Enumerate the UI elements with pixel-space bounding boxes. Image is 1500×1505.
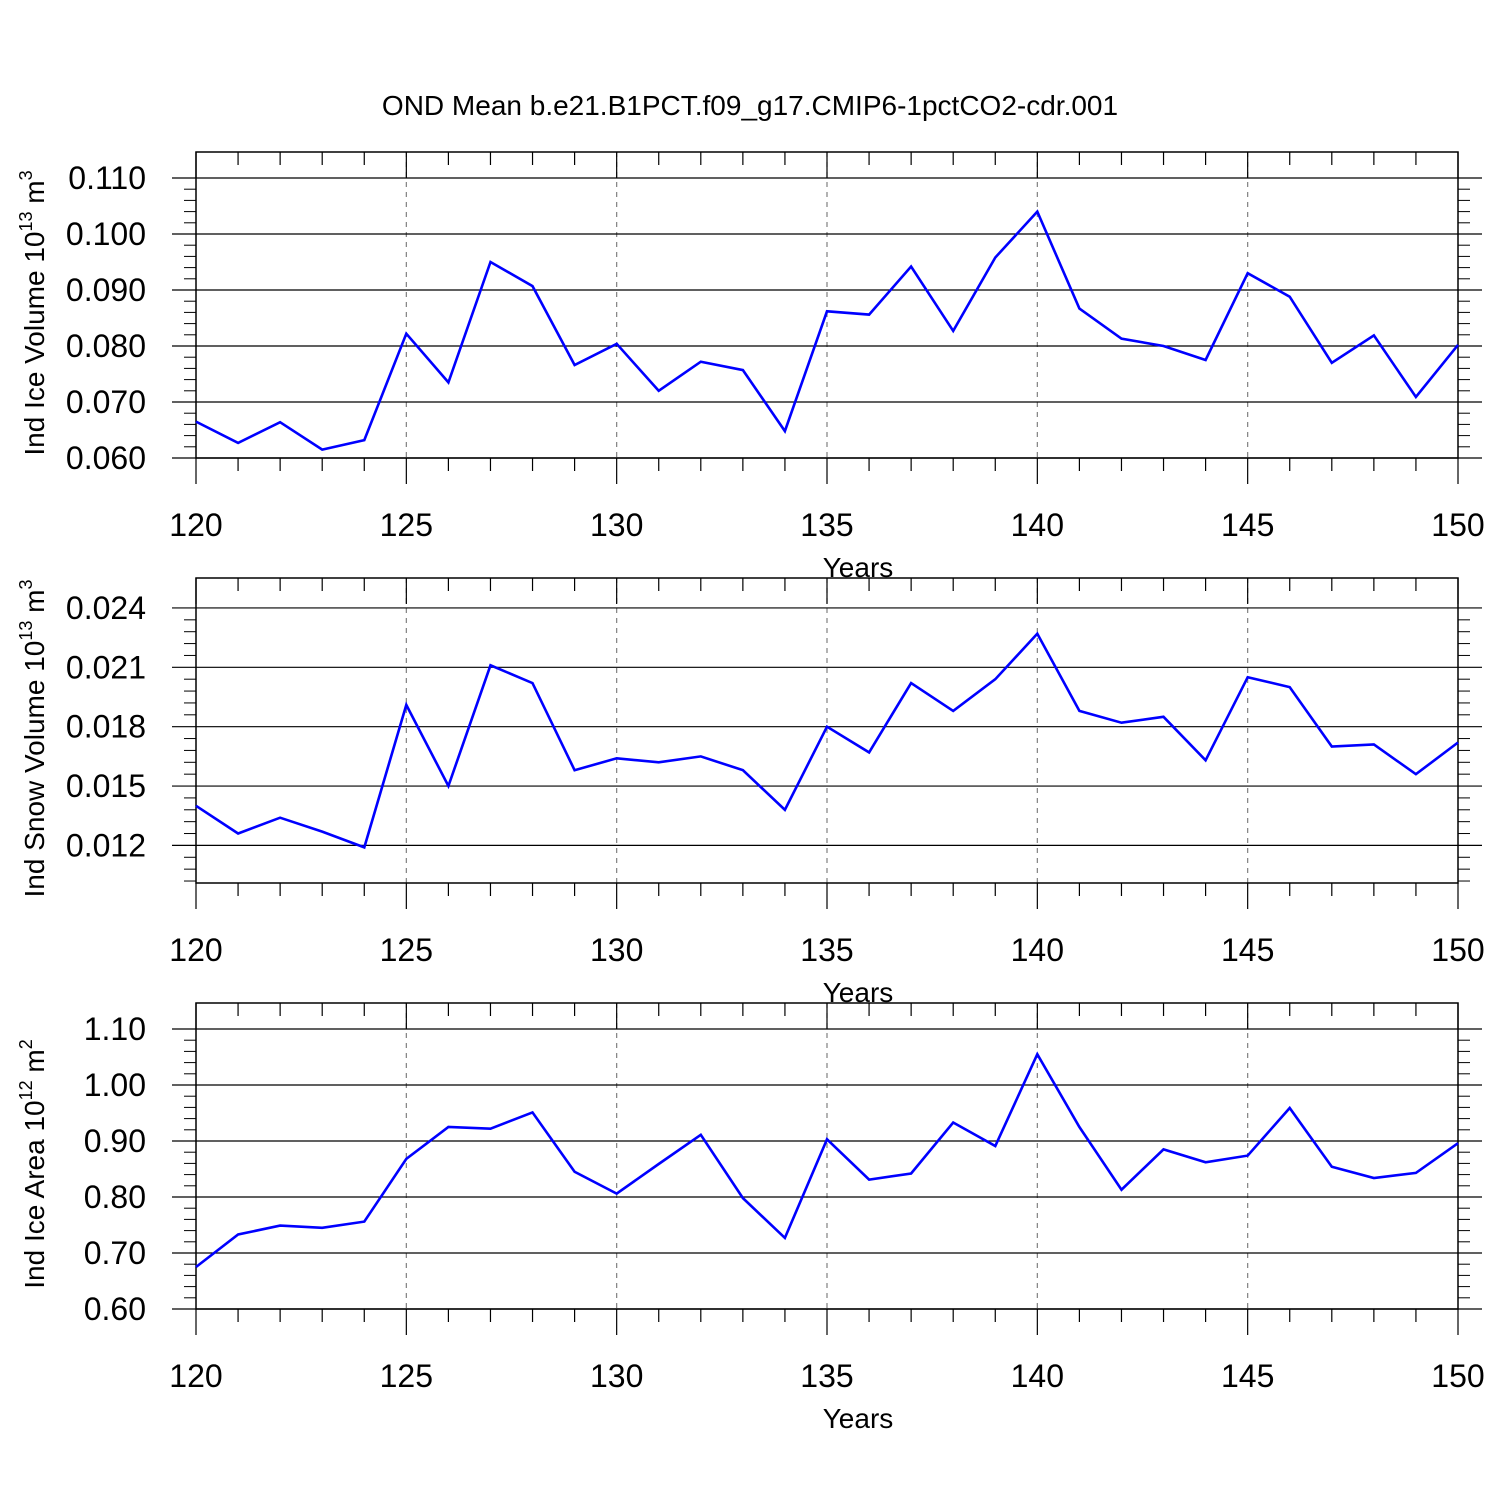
y-tick-label: 0.110 bbox=[68, 160, 146, 196]
y-tick-label: 0.90 bbox=[84, 1123, 146, 1159]
panel-1: 120 125 130 135 140 145 150 0.060 0.070 0.080 0.09… bbox=[16, 151, 1485, 583]
y-tick-label: 0.015 bbox=[66, 768, 146, 804]
series-line bbox=[195, 631, 1459, 850]
x-tick-label: 130 bbox=[590, 932, 643, 968]
x-tick-label: 120 bbox=[169, 1358, 222, 1394]
x-tick-label: 135 bbox=[800, 932, 853, 968]
series-line bbox=[195, 1051, 1459, 1269]
y-axis-title: Ind Snow Volume 1013 m3 bbox=[16, 580, 50, 898]
y-axis-title: Ind Ice Area 1012 m2 bbox=[16, 1039, 50, 1289]
y-tick-label: 0.060 bbox=[66, 440, 146, 476]
y-tick-label: 0.012 bbox=[66, 827, 146, 863]
series-line bbox=[195, 209, 1460, 451]
y-tick-label: 0.024 bbox=[66, 590, 146, 626]
y-tick-label: 1.10 bbox=[84, 1011, 146, 1047]
x-tick-label: 150 bbox=[1431, 507, 1484, 543]
x-tick-label: 140 bbox=[1011, 1358, 1064, 1394]
x-tick-label: 135 bbox=[800, 507, 853, 543]
y-tick-label: 0.018 bbox=[66, 709, 146, 745]
x-tick-label: 125 bbox=[380, 507, 433, 543]
x-tick-label: 145 bbox=[1221, 932, 1274, 968]
y-tick-label: 0.100 bbox=[66, 216, 146, 252]
chart-title: OND Mean b.e21.B1PCT.f09_g17.CMIP6-1pctC… bbox=[382, 90, 1118, 121]
y-tick-label: 1.00 bbox=[84, 1067, 146, 1103]
y-axis-title: Ind Ice Volume 1013 m3 bbox=[16, 170, 50, 455]
x-tick-label: 120 bbox=[169, 507, 222, 543]
x-tick-label: 130 bbox=[590, 1358, 643, 1394]
x-tick-label: 125 bbox=[380, 1358, 433, 1394]
x-tick-label: 145 bbox=[1221, 507, 1274, 543]
x-tick-label: 150 bbox=[1431, 932, 1484, 968]
y-tick-label: 0.090 bbox=[66, 272, 146, 308]
x-tick-label: 125 bbox=[380, 932, 433, 968]
y-tick-label: 0.080 bbox=[66, 328, 146, 364]
y-tick-label: 0.70 bbox=[84, 1235, 146, 1271]
x-tick-label: 120 bbox=[169, 932, 222, 968]
y-tick-label: 0.60 bbox=[84, 1291, 146, 1327]
x-tick-label: 140 bbox=[1011, 932, 1064, 968]
x-tick-label: 135 bbox=[800, 1358, 853, 1394]
x-axis-title: Years bbox=[823, 1403, 894, 1434]
panel-3: 120 125 130 135 140 145 150 0.60 0.70 0.80 0.90 1.0… bbox=[16, 1002, 1485, 1434]
x-tick-label: 140 bbox=[1011, 507, 1064, 543]
y-tick-label: 0.070 bbox=[66, 384, 146, 420]
x-tick-label: 145 bbox=[1221, 1358, 1274, 1394]
x-tick-label: 130 bbox=[590, 507, 643, 543]
y-tick-label: 0.80 bbox=[84, 1179, 146, 1215]
x-tick-label: 150 bbox=[1431, 1358, 1484, 1394]
y-tick-label: 0.021 bbox=[66, 649, 146, 685]
